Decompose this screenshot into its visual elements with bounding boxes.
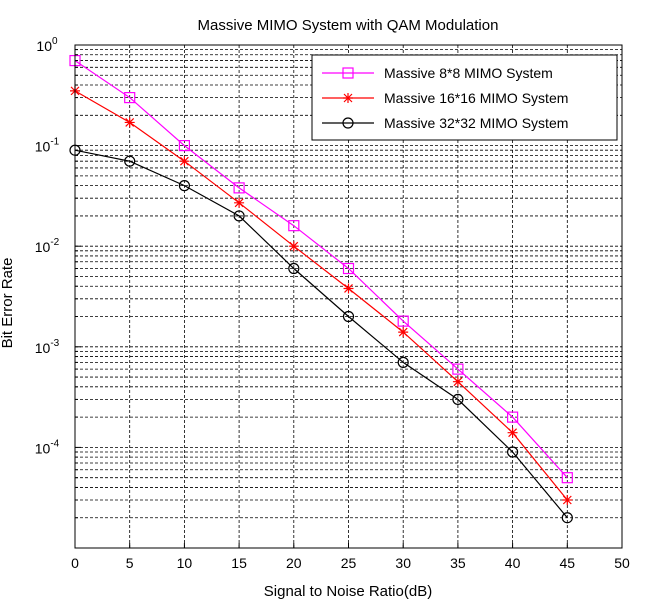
x-tick-label: 45 [560,555,576,571]
data-point [124,155,136,167]
data-point [507,411,519,423]
data-point [452,376,463,387]
series-layer [69,54,573,524]
data-point [233,210,245,222]
data-point [397,356,409,368]
legend-marker [342,67,354,79]
data-point [288,241,299,252]
data-point [288,220,300,232]
data-point [397,315,409,327]
legend-entry: Massive 16*16 MIMO System [384,90,568,106]
series-line [74,149,568,519]
series-line [74,90,568,501]
x-tick-label: 50 [614,555,630,571]
y-tick-label: 10-3 [35,338,60,356]
data-point [452,363,464,375]
series-line [74,60,568,479]
data-point [124,92,136,104]
data-point [124,117,135,128]
data-point [506,446,519,458]
x-tick-label: 40 [505,555,521,571]
data-point [561,472,573,484]
x-tick-label: 20 [286,555,302,571]
legend-marker [342,117,354,129]
data-point [452,393,464,406]
data-point [562,495,573,506]
x-tick-label: 0 [71,555,79,571]
chart-title: Massive MIMO System with QAM Modulation [198,17,499,34]
x-tick-label: 5 [126,555,134,571]
data-point [288,262,300,275]
x-tick-label: 10 [177,555,193,571]
data-point [507,427,518,438]
y-axis-label: Bit Error Rate [0,258,16,349]
data-point [342,262,355,275]
x-tick-label: 35 [450,555,466,571]
y-tick-label: 100 [36,36,58,54]
ticks: 0 5 10 15 20 25 30 35 40 45 50 100 10-1 10-2 10-3 10-4 [35,36,630,571]
y-tick-label: 10-4 [35,438,60,456]
x-tick-label: 15 [231,555,247,571]
grid [75,45,622,548]
x-axis-label: Signal to Noise Ratio(dB) [264,583,432,600]
data-point [179,156,190,167]
data-point [398,327,409,338]
y-tick-label: 10-2 [35,237,60,255]
legend-entry: Massive 32*32 MIMO System [384,115,568,131]
x-tick-label: 25 [341,555,357,571]
legend-marker [343,93,353,103]
data-point [343,283,354,294]
data-point [178,180,190,192]
data-point [233,182,245,194]
data-point [178,140,190,152]
data-point [342,310,355,323]
data-point [561,512,573,524]
legend-entry: Massive 8*8 MIMO System [384,65,553,81]
legend: Massive 8*8 MIMO System Massive 16*16 MIM… [311,54,618,141]
y-tick-label: 10-1 [35,137,60,155]
data-point [234,197,245,208]
x-tick-label: 30 [395,555,411,571]
